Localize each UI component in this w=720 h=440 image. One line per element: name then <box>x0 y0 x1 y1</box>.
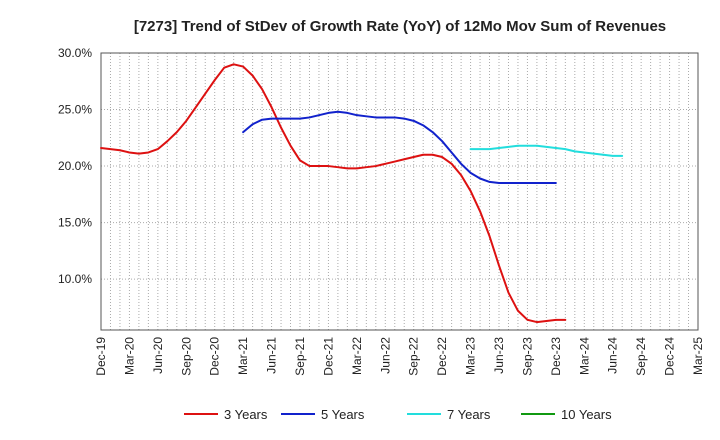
x-tick-label: Dec-20 <box>208 337 222 376</box>
grid <box>101 52 698 330</box>
chart-title: [7273] Trend of StDev of Growth Rate (Yo… <box>134 18 666 35</box>
x-tick-label: Jun-20 <box>151 337 165 374</box>
x-tick-label: Sep-20 <box>179 337 193 376</box>
series-line-7-years <box>469 144 624 157</box>
series-line-3-years <box>100 63 567 324</box>
x-tick-label: Dec-21 <box>321 337 335 376</box>
plot-frame <box>100 52 699 331</box>
legend-label: 7 Years <box>447 407 491 422</box>
y-tick-label: 20.0% <box>58 159 92 173</box>
x-tick-label: Mar-25 <box>691 337 705 375</box>
x-tick-label: Mar-23 <box>464 337 478 375</box>
y-tick-label: 30.0% <box>58 46 92 60</box>
x-tick-label: Sep-23 <box>520 337 534 376</box>
legend-label: 10 Years <box>561 407 612 422</box>
legend: 3 Years 5 Years 7 Years 10 Years <box>184 407 612 422</box>
x-tick-label: Mar-21 <box>236 337 250 375</box>
x-tick-label: Mar-24 <box>577 337 591 375</box>
x-tick-label: Jun-23 <box>492 337 506 374</box>
x-tick-label: Sep-21 <box>293 337 307 376</box>
x-tick-label: Dec-24 <box>663 337 677 376</box>
x-tick-label: Jun-24 <box>606 337 620 374</box>
y-tick-label: 10.0% <box>58 272 92 286</box>
series-lines <box>100 63 624 324</box>
x-tick-label: Mar-20 <box>122 337 136 375</box>
x-tick-label: Sep-24 <box>634 337 648 376</box>
y-tick-label: 25.0% <box>58 103 92 117</box>
x-tick-label: Dec-19 <box>94 337 108 376</box>
legend-label: 5 Years <box>321 407 365 422</box>
x-tick-label: Mar-22 <box>350 337 364 375</box>
x-tick-label: Sep-22 <box>407 337 421 376</box>
x-tick-label: Jun-21 <box>265 337 279 374</box>
y-axis: 10.0% 15.0% 20.0% 25.0% 30.0% <box>58 46 92 286</box>
x-axis: Dec-19 Mar-20 Jun-20 Sep-20 Dec-20 Mar-21 Jun-… <box>94 337 705 376</box>
series-line-5-years <box>242 110 557 185</box>
y-tick-label: 15.0% <box>58 216 92 230</box>
legend-label: 3 Years <box>224 407 268 422</box>
x-tick-label: Dec-23 <box>549 337 563 376</box>
x-tick-label: Jun-22 <box>378 337 392 374</box>
x-tick-label: Dec-22 <box>435 337 449 376</box>
